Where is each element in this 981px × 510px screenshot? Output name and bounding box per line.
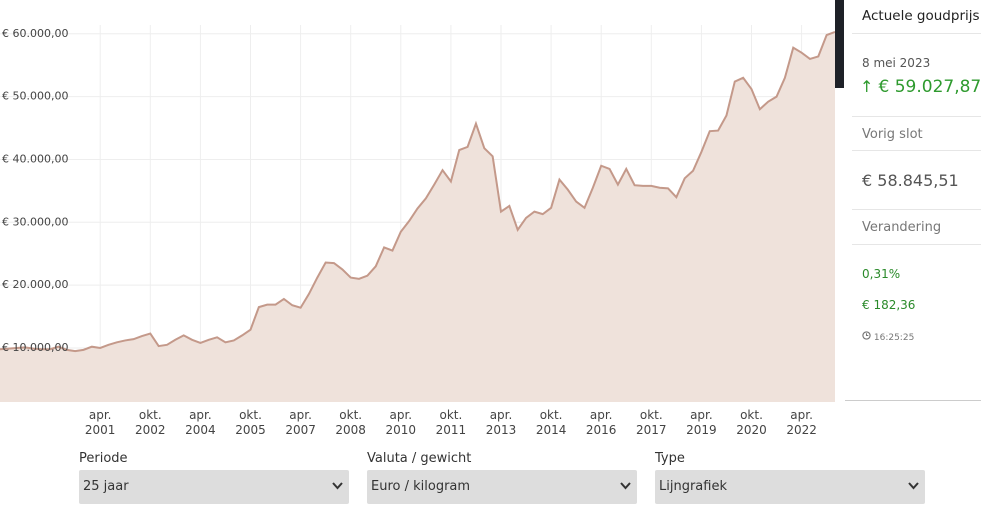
divider [852, 150, 981, 151]
select-value: 25 jaar [83, 479, 129, 494]
x-tick-label: okt. 2014 [535, 408, 567, 437]
x-tick-label: okt. 2020 [736, 408, 767, 437]
select-value: Euro / kilogram [371, 479, 471, 494]
current-price: ↑ € 59.027,87 [860, 77, 981, 97]
divider [845, 400, 981, 401]
up-arrow: ↑ [860, 77, 879, 96]
area [0, 31, 835, 402]
x-tick-label: apr. 2010 [385, 408, 417, 437]
x-tick-label: apr. 2004 [185, 408, 216, 437]
previous-value: € 58.845,51 [862, 171, 959, 190]
scroll-bar [835, 0, 844, 88]
x-tick-label: okt. 2002 [135, 408, 166, 437]
type-control: Type Lijngrafiek [655, 451, 925, 504]
control-label: Type [655, 451, 685, 466]
current-value: € 59.027,87 [878, 77, 981, 97]
period-control: Periode 25 jaar [79, 451, 349, 504]
x-tick-label: okt. 2017 [636, 408, 667, 437]
sidebar-title: Actuele goudprijs: [862, 8, 981, 24]
x-tick-label: apr. 2001 [84, 408, 116, 437]
x-tick-label: okt. 2011 [435, 408, 467, 437]
x-tick-label: okt. 2005 [235, 408, 266, 437]
divider [852, 244, 981, 245]
currency-control: Valuta / gewicht Euro / kilogram [367, 451, 637, 504]
type-select[interactable]: Lijngrafiek [655, 470, 925, 504]
y-tick-label: € 10.000,00 [2, 341, 68, 354]
time: 16:25:25 [862, 331, 981, 343]
previous-label: Vorig slot [862, 127, 923, 142]
chevron [620, 482, 631, 490]
x-tick-label: apr. 2016 [585, 408, 617, 437]
divider [852, 209, 981, 210]
y-tick-label: € 40.000,00 [2, 152, 68, 165]
select-value: Lijngrafiek [659, 479, 727, 494]
control-label: Periode [79, 451, 128, 466]
y-tick-label: € 30.000,00 [2, 215, 68, 228]
divider [852, 33, 981, 34]
x-tick-label: apr. 2022 [786, 408, 817, 437]
period-select[interactable]: 25 jaar [79, 470, 349, 504]
control-label: Valuta / gewicht [367, 451, 472, 466]
time-value: 16:25:25 [873, 333, 915, 343]
y-tick-label: € 20.000,00 [2, 278, 68, 291]
clock-icon [862, 331, 871, 340]
y-tick-label: € 60.000,00 [2, 27, 68, 40]
chevron [908, 482, 919, 490]
change-percent: 0,31% [862, 267, 901, 281]
change-amount: € 182,36 [862, 298, 916, 312]
change-label: Verandering [862, 220, 942, 235]
chevron [332, 482, 343, 490]
x-tick-label: apr. 2013 [485, 408, 517, 437]
line [0, 30, 835, 353]
x-tick-label: apr. 2007 [285, 408, 316, 437]
x-tick-label: okt. 2008 [335, 408, 366, 437]
y-tick-label: € 50.000,00 [2, 90, 68, 103]
divider [852, 116, 981, 117]
x-tick-label: apr. 2019 [686, 408, 717, 437]
date: 8 mei 2023 [862, 56, 931, 70]
chart: € 10.000,00 € 20.000,00 € 30.000,00 € 40.00… [0, 25, 835, 402]
currency-select[interactable]: Euro / kilogram [367, 470, 637, 504]
